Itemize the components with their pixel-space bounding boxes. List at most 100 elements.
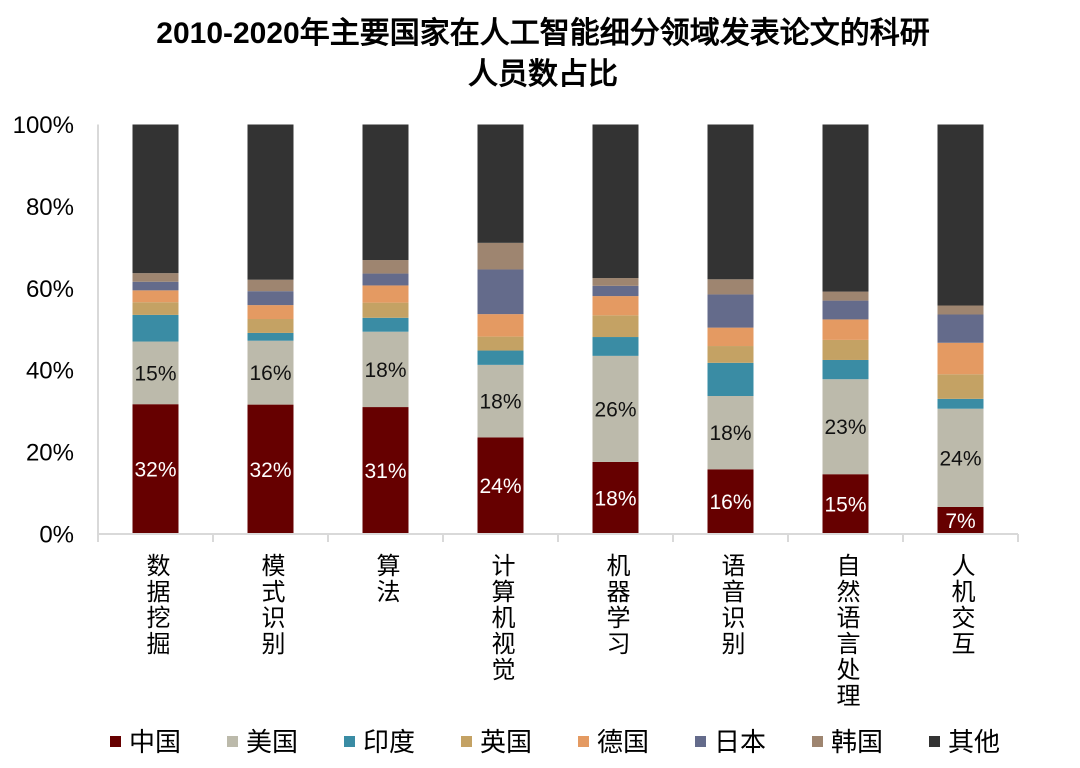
bar-segment-japan-3 xyxy=(477,269,524,315)
bar-segment-korea-7 xyxy=(937,305,984,315)
bar-segment-japan-2 xyxy=(362,273,409,286)
bar-segment-uk-6 xyxy=(822,339,869,360)
legend-item-india: 印度 xyxy=(344,727,415,757)
data-label-china-7: 7% xyxy=(945,510,975,533)
legend-item-uk: 英国 xyxy=(461,727,532,757)
bar-segment-usa-7 xyxy=(937,408,984,507)
data-label-usa-6: 23% xyxy=(824,416,866,439)
legend-swatch xyxy=(578,736,589,747)
bar-segment-china-6 xyxy=(822,474,869,534)
data-label-china-1: 32% xyxy=(249,459,291,482)
legend-label: 其他 xyxy=(948,727,1000,757)
data-label-china-0: 32% xyxy=(134,459,176,482)
legend-item-china: 中国 xyxy=(110,727,181,757)
bar-segment-others-7 xyxy=(937,124,984,306)
x-tick-label: 人机交互 xyxy=(947,553,975,657)
bar-segment-japan-7 xyxy=(937,314,984,343)
bar-segment-india-5 xyxy=(707,362,754,396)
bar-segment-korea-6 xyxy=(822,291,869,301)
y-tick-label: 80% xyxy=(26,194,74,221)
data-label-usa-7: 24% xyxy=(939,447,981,470)
data-label-usa-1: 16% xyxy=(249,362,291,385)
bar-segment-germany-1 xyxy=(247,305,294,320)
x-axis-tick-labels: 数据挖掘 模式识别 算法 计算机视觉 机器学习 语音识别 自然语言处理 人机交互 xyxy=(142,553,975,709)
bar-segment-india-6 xyxy=(822,359,869,380)
chart-title-line-1: 2010-2020年主要国家在人工智能细分领域发表论文的科研 xyxy=(156,16,929,50)
bar-segment-uk-7 xyxy=(937,374,984,399)
bar-segment-germany-0 xyxy=(132,290,179,303)
legend-swatch xyxy=(461,736,472,747)
legend-item-korea: 韩国 xyxy=(812,727,883,757)
bar-segment-korea-1 xyxy=(247,279,294,292)
data-label-usa-0: 15% xyxy=(134,362,176,385)
bar-segment-india-3 xyxy=(477,350,524,365)
bar-segment-china-2 xyxy=(362,407,409,534)
legend: 中国 美国 印度 英国 德国 日本 韩国 其他 xyxy=(110,727,1000,757)
bar-segment-germany-2 xyxy=(362,285,409,303)
data-label-china-5: 16% xyxy=(709,491,751,514)
data-label-usa-4: 26% xyxy=(594,398,636,421)
legend-label: 日本 xyxy=(714,727,766,757)
bar-segment-japan-6 xyxy=(822,300,869,320)
data-label-usa-3: 18% xyxy=(479,391,521,414)
bar-segment-germany-7 xyxy=(937,342,984,375)
x-axis-tick-marks xyxy=(97,534,1019,542)
legend-swatch xyxy=(929,736,940,747)
y-axis-tick-labels: 0% 20% 40% 60% 80% 100% xyxy=(13,112,74,549)
x-tick-label: 计算机视觉 xyxy=(487,553,515,683)
bar-segment-germany-6 xyxy=(822,319,869,340)
bar-segment-others-1 xyxy=(247,124,294,280)
legend-label: 中国 xyxy=(129,727,181,757)
bar-segment-china-1 xyxy=(247,404,294,534)
bar-segment-uk-3 xyxy=(477,336,524,351)
bar-segment-usa-4 xyxy=(592,355,639,462)
bar-segment-others-2 xyxy=(362,124,409,261)
bar-segment-china-5 xyxy=(707,469,754,534)
bar-segment-germany-4 xyxy=(592,296,639,316)
bar-segment-china-3 xyxy=(477,437,524,534)
legend-swatch xyxy=(812,736,823,747)
x-tick-label: 数据挖掘 xyxy=(142,553,170,657)
x-tick-label: 模式识别 xyxy=(257,553,285,657)
y-tick-label: 100% xyxy=(13,112,74,139)
legend-swatch xyxy=(695,736,706,747)
legend-item-germany: 德国 xyxy=(578,727,649,757)
bar-segment-usa-1 xyxy=(247,340,294,405)
data-label-china-3: 24% xyxy=(479,475,521,498)
bar-segment-others-5 xyxy=(707,124,754,280)
data-label-usa-5: 18% xyxy=(709,422,751,445)
bar-segment-uk-2 xyxy=(362,302,409,318)
legend-item-japan: 日本 xyxy=(695,727,766,757)
y-tick-label: 0% xyxy=(39,522,74,549)
bar-segment-uk-1 xyxy=(247,319,294,333)
bar-segment-korea-2 xyxy=(362,260,409,274)
legend-label: 印度 xyxy=(363,727,415,757)
bar-segment-india-0 xyxy=(132,314,179,342)
x-tick-label: 算法 xyxy=(372,553,400,605)
bar-segment-others-4 xyxy=(592,124,639,279)
y-tick-label: 60% xyxy=(26,276,74,303)
bar-segment-india-7 xyxy=(937,398,984,409)
x-tick-label: 语音识别 xyxy=(717,553,745,657)
bar-segment-others-0 xyxy=(132,124,179,274)
data-labels: 32% 15% 32% 16% 31% 18% 24% 18% 18% 26% 16% 18% 15% 2… xyxy=(134,359,981,533)
legend-label: 英国 xyxy=(480,727,532,757)
data-label-usa-2: 18% xyxy=(364,359,406,382)
data-label-china-4: 18% xyxy=(594,488,636,511)
bar-segment-china-7 xyxy=(937,506,984,534)
x-tick-label: 自然语言处理 xyxy=(832,553,860,709)
bar-segment-uk-5 xyxy=(707,346,754,363)
y-tick-label: 20% xyxy=(26,440,74,467)
legend-item-others: 其他 xyxy=(929,727,1000,757)
bar-segment-usa-5 xyxy=(707,396,754,470)
bar-segment-usa-6 xyxy=(822,379,869,475)
bar-segment-korea-3 xyxy=(477,242,524,270)
bar-segment-uk-4 xyxy=(592,315,639,338)
bar-segment-china-0 xyxy=(132,404,179,534)
bar-segment-usa-3 xyxy=(477,364,524,438)
legend-label: 韩国 xyxy=(831,727,883,757)
legend-swatch xyxy=(110,736,121,747)
bar-segment-china-4 xyxy=(592,461,639,534)
legend-swatch xyxy=(227,736,238,747)
